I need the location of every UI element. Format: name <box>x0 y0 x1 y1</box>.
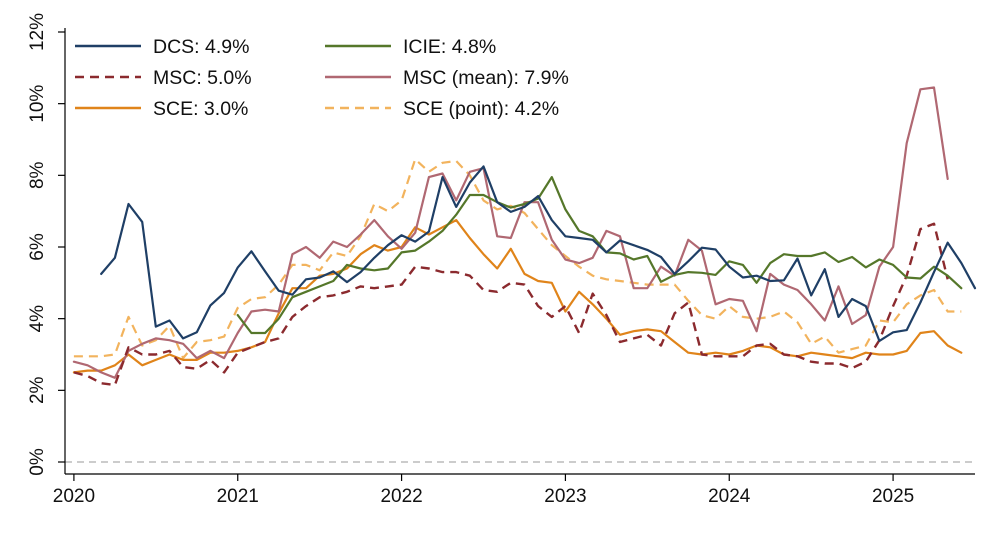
x-tick-label: 2024 <box>708 486 751 507</box>
legend-label-icie: ICIE: 4.8% <box>403 36 496 58</box>
legend-label-sce: SCE: 3.0% <box>153 98 248 120</box>
legend-label-msc: MSC: 5.0% <box>153 67 252 89</box>
series-line-msc-mean <box>72 86 949 379</box>
series-line-dcs <box>100 165 977 342</box>
series-line-msc <box>73 222 949 387</box>
legend-label-dcs: DCS: 4.9% <box>153 36 249 58</box>
x-tick-label: 2022 <box>380 486 422 507</box>
x-ticks: 2020 2021 2022 2023 2024 2025 <box>53 474 914 507</box>
y-tick-label: 12% <box>27 13 48 51</box>
y-tick-label: 4% <box>27 305 48 333</box>
series-line-sce-point <box>73 158 962 360</box>
axes <box>64 28 975 475</box>
x-tick-label: 2020 <box>53 486 95 507</box>
x-tick-label: 2021 <box>217 486 259 507</box>
x-tick-label: 2025 <box>872 486 914 507</box>
y-tick-label: 8% <box>27 161 48 189</box>
legend-label-msc-mean: MSC (mean): 7.9% <box>403 67 569 89</box>
x-tick-label: 2023 <box>544 486 586 507</box>
legend: DCS: 4.9% ICIE: 4.8% MSC: 5.0% MSC (mean): … <box>75 36 569 120</box>
series-layer <box>72 86 977 387</box>
y-tick-label: 2% <box>27 376 48 404</box>
y-tick-label: 6% <box>27 233 48 261</box>
legend-label-sce-point: SCE (point): 4.2% <box>403 98 559 120</box>
y-tick-label: 10% <box>27 85 48 123</box>
y-ticks: 0% 2% 4% 6% 8% 10% 12% <box>27 13 65 476</box>
series-line-icie <box>236 176 963 335</box>
series-line-sce <box>72 219 963 374</box>
y-tick-label: 0% <box>27 448 48 476</box>
